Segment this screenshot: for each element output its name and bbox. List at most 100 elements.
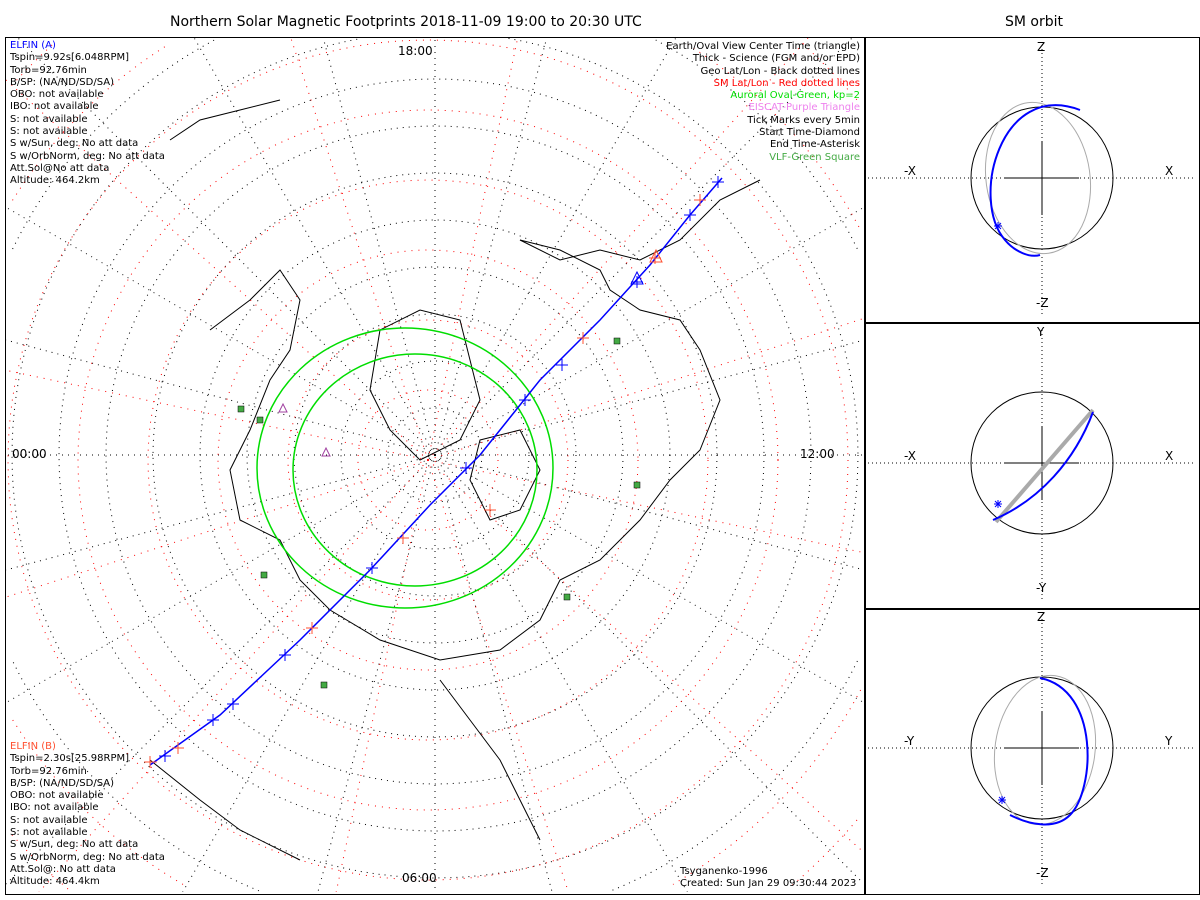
legend-item: Geo Lat/Lon - Black dotted lines xyxy=(700,65,860,77)
track-tick-mark xyxy=(207,714,219,726)
earth-circle xyxy=(970,676,1114,820)
orbit-axis-label-left: -Y xyxy=(904,734,915,748)
orbit-path-grey xyxy=(994,408,1095,524)
geo-longitude-line xyxy=(317,454,436,892)
elfin-a-name: ELFIN (A) xyxy=(10,40,56,51)
legend-item: Start Time-Diamond xyxy=(759,127,860,139)
eiscat-triangles xyxy=(278,402,331,457)
sm-latitude-circle xyxy=(217,249,639,671)
elfin_a-line: Att.Sol@No att data xyxy=(10,162,110,174)
elfin_b-line: S w/OrbNorm, deg: No att data xyxy=(10,851,165,863)
mlt-label-18: 18:00 xyxy=(398,44,433,58)
geo-longitude-line xyxy=(17,38,436,456)
elfin_a-line: S w/OrbNorm, deg: No att data xyxy=(10,150,165,162)
sm-longitude-line xyxy=(427,38,519,461)
geo-longitude-line xyxy=(182,454,436,892)
geo-longitude-line xyxy=(434,454,553,892)
track-tick-mark xyxy=(556,359,568,371)
orbit-path-grey xyxy=(984,101,1092,255)
orbit-axis-label-bottom: -Z xyxy=(1036,866,1049,880)
elfin_a-line: Altitude: 464.2km xyxy=(10,175,100,187)
orbit-axis-label-bottom: -Z xyxy=(1036,296,1049,310)
sm-longitude-line xyxy=(6,459,429,598)
elfin_a-line: Torb=92.76min xyxy=(10,64,87,76)
elfin_a-line: S: not available xyxy=(10,126,88,138)
track-tick-mark xyxy=(712,176,724,188)
elfin_a-line: S: not available xyxy=(10,113,88,125)
sm-grid xyxy=(6,38,863,892)
vlf-stations xyxy=(237,337,641,689)
elfin_a-line: IBO: not available xyxy=(10,101,99,113)
elfin_a-line: OBO: not available xyxy=(10,89,104,101)
end-asterisk xyxy=(994,222,1002,230)
elfin_a-line: Tspin=9.92s[6.048RPM] xyxy=(10,52,130,64)
orbit-axis-label-left: -X xyxy=(904,449,916,463)
elfin_b-line: S: not available xyxy=(10,827,88,839)
earth-crosshair xyxy=(1005,141,1079,215)
elfin-a-info: ELFIN (A) Tspin=9.92s[6.048RPM] Torb=92.7… xyxy=(10,40,165,188)
created-label: Created: Sun Jan 29 09:30:44 2023 xyxy=(680,878,857,890)
orbit-axis-label-top: Z xyxy=(1037,40,1046,54)
sm-longitude-line xyxy=(335,459,429,892)
geo-longitude-line xyxy=(322,38,436,456)
legend-item: EISCAT-Purple Triangle xyxy=(748,102,861,114)
sm-latitude-circle xyxy=(12,44,862,885)
geo-longitude-line xyxy=(434,454,863,884)
track-tick-mark xyxy=(484,504,496,516)
end-asterisk xyxy=(994,500,1002,508)
geo-latitude-circle xyxy=(293,313,577,597)
main-title: Northern Solar Magnetic Footprints 2018-… xyxy=(170,14,642,30)
track-tick-mark xyxy=(397,532,409,544)
sm-latitude-circle xyxy=(7,39,849,881)
legend-item: Auroral Oval-Green, kp=2 xyxy=(730,90,860,102)
elfin-b-name: ELFIN (B) xyxy=(10,741,56,752)
elfin_a-line: S w/Sun, deg: No att data xyxy=(10,138,139,150)
elfin_b-line: IBO: not available xyxy=(10,802,99,814)
sm-latitude-circle xyxy=(77,109,779,811)
geo-grid xyxy=(6,38,863,892)
geo-latitude-circle xyxy=(11,38,859,879)
track-tick-mark xyxy=(144,756,156,768)
geo-longitude-line xyxy=(434,454,863,571)
elfin_b-line: Att.Sol@: No att data xyxy=(10,863,116,875)
geo-longitude-line xyxy=(434,38,677,456)
orbit-axis-label-top: Z xyxy=(1037,610,1046,624)
elfin_b-line: B/SP: (NA/ND/SD/SA) xyxy=(10,777,114,789)
track-tick-mark xyxy=(694,194,706,206)
orbit-axis-label-bottom: -Y xyxy=(1036,581,1047,595)
sm-longitude-line xyxy=(427,459,569,892)
orbit-title: SM orbit xyxy=(1005,14,1064,30)
track-tick-mark xyxy=(279,649,291,661)
track-tick-mark xyxy=(227,698,239,710)
orbit-axis-label-left: -X xyxy=(904,164,916,178)
elfin_b-line: OBO: not available xyxy=(10,790,104,802)
elfin_a-line: B/SP: (NA/ND/SD/SA) xyxy=(10,76,114,88)
geo-longitude-line xyxy=(434,207,863,456)
track-tick-mark xyxy=(684,209,696,221)
geo-longitude-line xyxy=(434,339,863,456)
legend-item: VLF-Green Square xyxy=(769,151,860,163)
track-tick-mark xyxy=(366,562,378,574)
orbit-axis-label-right: X xyxy=(1165,164,1174,178)
geo-longitude-line xyxy=(434,38,853,456)
legend: Earth/Oval View Center Time (triangle) Th… xyxy=(666,41,860,164)
geo-latitude-circle xyxy=(387,407,483,503)
geo-longitude-line xyxy=(6,339,436,456)
track-tick-mark xyxy=(159,750,171,762)
geo-latitude-circle xyxy=(246,266,624,644)
elfin_b-line: S w/Sun, deg: No att data xyxy=(10,839,139,851)
sm-longitude-line xyxy=(427,459,863,553)
elfin-b-info: ELFIN (B) Tspin=2.30s[25.98RPM] Torb=92.7… xyxy=(10,741,165,889)
orbit-axis-label-right: Y xyxy=(1165,734,1173,748)
track-tick-mark xyxy=(631,276,643,288)
orbit-path-blue xyxy=(992,411,1094,521)
end-asterisk xyxy=(998,796,1006,804)
legend-item: Tick Marks every 5min xyxy=(747,114,860,126)
center-time-triangles xyxy=(630,270,644,285)
geo-longitude-line xyxy=(434,454,688,892)
sm-longitude-line xyxy=(290,38,429,461)
footer: Tsyganenko-1996 Created: Sun Jan 29 09:3… xyxy=(680,866,856,891)
track-tick-mark xyxy=(172,742,184,754)
elfin_b-line: Torb=92.76min xyxy=(10,765,87,777)
